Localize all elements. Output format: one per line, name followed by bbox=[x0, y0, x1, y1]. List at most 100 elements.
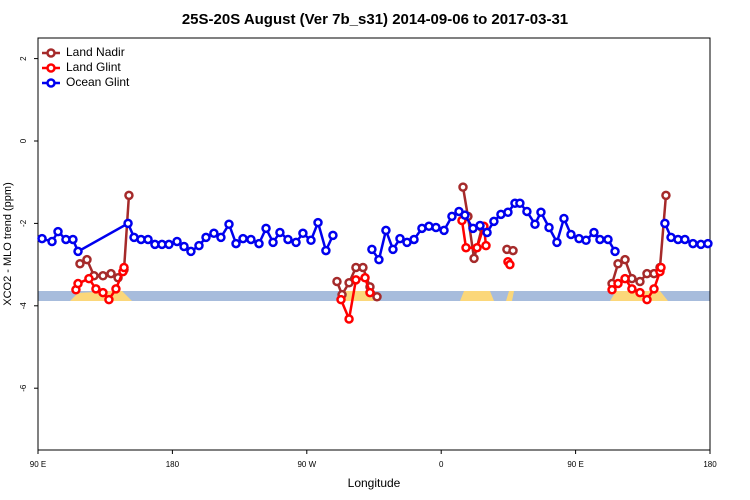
point bbox=[73, 246, 83, 257]
point bbox=[660, 218, 670, 229]
land-strip bbox=[506, 291, 514, 301]
x-tick-label: 90 E bbox=[30, 460, 46, 469]
point bbox=[124, 190, 134, 201]
point bbox=[530, 219, 540, 229]
x-tick-label: 90 E bbox=[567, 460, 583, 469]
point bbox=[703, 238, 713, 249]
y-tick-label: -6 bbox=[19, 384, 28, 392]
point bbox=[688, 238, 698, 249]
point bbox=[475, 220, 485, 231]
point bbox=[489, 216, 499, 227]
point bbox=[209, 228, 219, 239]
point bbox=[231, 238, 241, 249]
y-tick-label: -4 bbox=[19, 302, 28, 310]
point bbox=[82, 254, 92, 265]
point bbox=[388, 244, 398, 255]
point bbox=[37, 233, 47, 244]
point bbox=[75, 259, 85, 269]
point bbox=[321, 245, 331, 256]
point bbox=[91, 284, 101, 294]
point bbox=[395, 233, 405, 244]
point bbox=[372, 291, 382, 302]
point bbox=[656, 262, 666, 273]
point bbox=[460, 210, 470, 220]
legend-label: Ocean Glint bbox=[66, 75, 130, 89]
point bbox=[53, 226, 63, 237]
point bbox=[275, 227, 285, 238]
point bbox=[481, 240, 491, 251]
point bbox=[447, 211, 457, 222]
series bbox=[37, 198, 713, 265]
point bbox=[351, 275, 361, 285]
point bbox=[194, 240, 204, 251]
point bbox=[458, 182, 468, 192]
point bbox=[164, 239, 174, 250]
chart-title: 25S-20S August (Ver 7b_s31) 2014-09-06 t… bbox=[182, 11, 568, 28]
point bbox=[98, 270, 108, 281]
point bbox=[482, 227, 492, 238]
legend-marker bbox=[46, 78, 56, 88]
point bbox=[613, 259, 623, 269]
point bbox=[409, 234, 419, 245]
point bbox=[367, 244, 377, 255]
point bbox=[603, 234, 613, 245]
point bbox=[246, 234, 256, 245]
legend-label: Land Nadir bbox=[66, 45, 125, 59]
point bbox=[635, 287, 645, 298]
point bbox=[469, 253, 479, 264]
point bbox=[589, 227, 599, 238]
y-tick-label: -2 bbox=[19, 219, 28, 227]
y-axis-label: XCO2 - MLO trend (ppm) bbox=[2, 182, 14, 305]
x-tick-label: 0 bbox=[439, 460, 444, 469]
point bbox=[336, 294, 346, 305]
point bbox=[544, 222, 554, 233]
point bbox=[536, 207, 546, 218]
point bbox=[306, 235, 316, 246]
point bbox=[104, 294, 114, 305]
point bbox=[238, 233, 248, 244]
point bbox=[313, 217, 323, 228]
point bbox=[111, 284, 121, 294]
point bbox=[661, 190, 671, 201]
point bbox=[627, 284, 637, 294]
point bbox=[649, 284, 659, 294]
point bbox=[581, 235, 591, 246]
point bbox=[224, 219, 234, 229]
x-tick-label: 90 W bbox=[297, 460, 316, 469]
x-tick-label: 180 bbox=[703, 460, 717, 469]
point bbox=[283, 234, 293, 245]
point bbox=[179, 241, 189, 252]
point bbox=[261, 223, 271, 234]
x-tick-label: 180 bbox=[166, 460, 180, 469]
point bbox=[123, 218, 133, 229]
point bbox=[439, 225, 449, 236]
point bbox=[566, 229, 576, 240]
point bbox=[119, 262, 129, 273]
y-tick-label: 2 bbox=[19, 56, 28, 61]
point bbox=[328, 230, 338, 241]
legend-label: Land Glint bbox=[66, 60, 121, 74]
point bbox=[365, 287, 375, 298]
point bbox=[642, 294, 652, 305]
point bbox=[68, 234, 78, 245]
point bbox=[635, 276, 645, 287]
point bbox=[201, 232, 211, 243]
point bbox=[620, 254, 630, 265]
point bbox=[143, 234, 153, 245]
point bbox=[84, 273, 94, 284]
point bbox=[344, 314, 354, 324]
legend-marker bbox=[46, 63, 56, 73]
point bbox=[610, 246, 620, 257]
land-strip bbox=[460, 291, 494, 301]
point bbox=[381, 225, 391, 236]
point bbox=[47, 236, 57, 247]
series bbox=[71, 215, 666, 324]
point bbox=[552, 237, 562, 248]
x-axis-label: Longitude bbox=[348, 476, 401, 490]
point bbox=[254, 238, 264, 249]
point bbox=[106, 268, 116, 279]
point bbox=[186, 246, 196, 257]
point bbox=[522, 206, 532, 217]
point bbox=[268, 237, 278, 248]
